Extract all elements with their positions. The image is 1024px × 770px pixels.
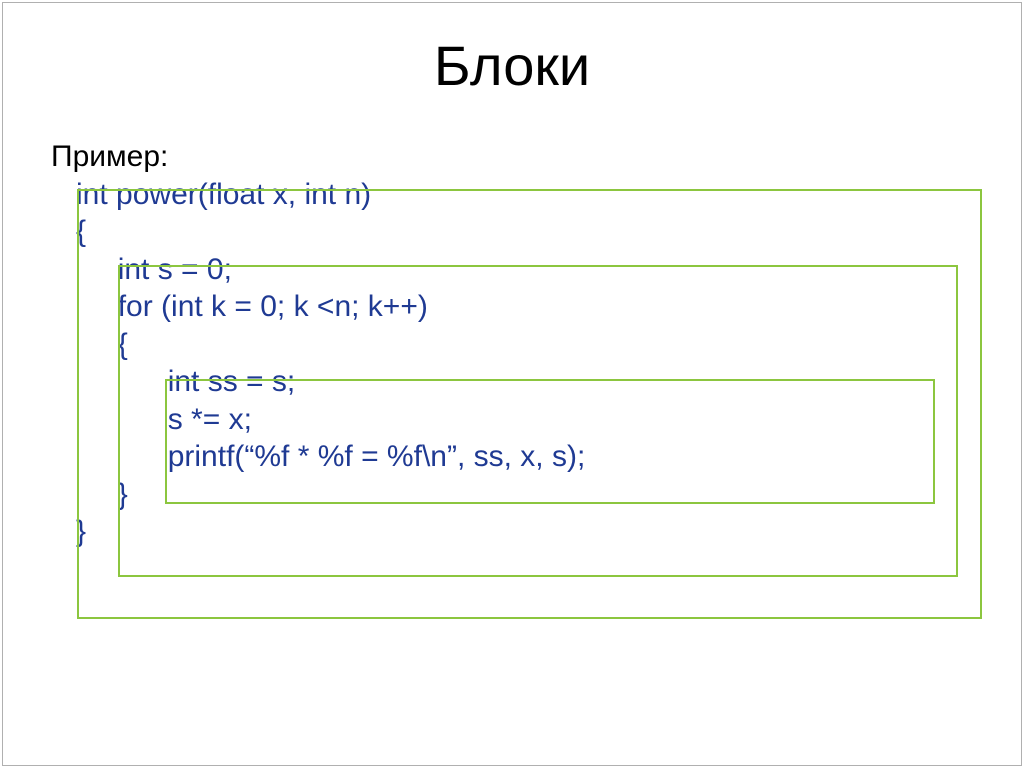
slide-frame: Блоки Пример: int power(float x, int n) …: [2, 2, 1022, 766]
scope-box-inner: [165, 379, 935, 504]
example-label: Пример:: [51, 138, 585, 176]
slide-title: Блоки: [3, 33, 1021, 98]
